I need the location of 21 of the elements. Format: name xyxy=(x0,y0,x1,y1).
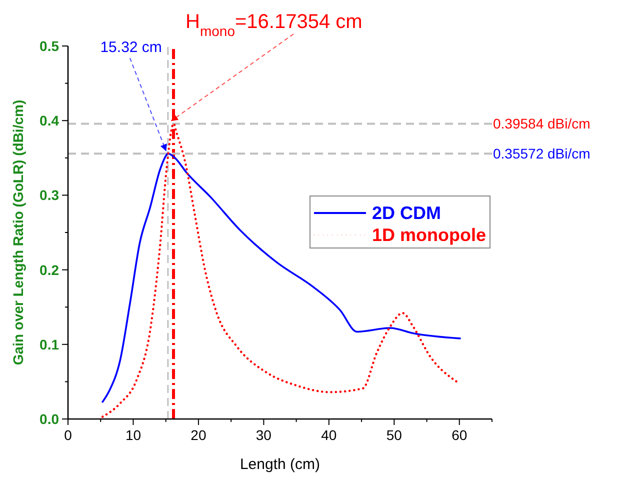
x-axis-title: Length (cm) xyxy=(240,456,320,473)
y-tick-label: 0.3 xyxy=(40,187,60,204)
x-tick-label: 50 xyxy=(386,427,402,443)
x-tick-label: 20 xyxy=(190,427,206,443)
legend-label: 2D CDM xyxy=(372,203,442,223)
y-tick-label: 0.0 xyxy=(40,411,60,427)
y-tick-label: 0.5 xyxy=(40,38,60,54)
ref-line-label: 0.39584 dBi/cm xyxy=(493,116,590,132)
x-tick-label: 40 xyxy=(321,427,337,443)
ref-line-label: 0.35572 dBi/cm xyxy=(493,146,590,162)
x-tick-label: 30 xyxy=(256,427,272,443)
y-tick-label: 0.1 xyxy=(40,336,60,352)
x-tick-label: 0 xyxy=(64,427,72,443)
x-tick-label: 10 xyxy=(125,427,142,443)
y-tick-label: 0.2 xyxy=(40,262,60,278)
ref-line-label: 15.32 cm xyxy=(100,39,162,56)
legend-label: 1D monopole xyxy=(372,225,486,245)
x-tick-label: 60 xyxy=(452,427,468,443)
y-tick-label: 0.4 xyxy=(40,112,60,129)
y-axis-title: Gain over Length Ratio (GoLR) (dBi/cm) xyxy=(10,100,26,366)
ref-line-label: H$_{mono}$=16.17354 cm xyxy=(186,11,362,39)
